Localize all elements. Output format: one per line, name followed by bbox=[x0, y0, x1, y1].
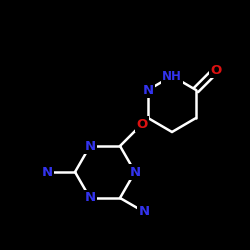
Text: N: N bbox=[84, 192, 96, 204]
Text: N: N bbox=[42, 166, 52, 178]
Text: O: O bbox=[210, 64, 222, 76]
Text: N: N bbox=[142, 84, 154, 96]
Text: N: N bbox=[84, 140, 96, 152]
Text: NH: NH bbox=[162, 70, 182, 82]
Text: O: O bbox=[136, 118, 147, 130]
Text: N: N bbox=[130, 166, 140, 178]
Text: N: N bbox=[139, 206, 150, 218]
